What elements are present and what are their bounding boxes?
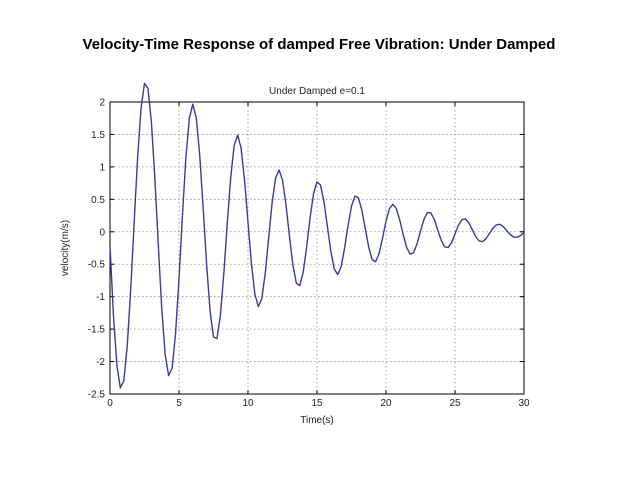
- x-tick-label: 15: [311, 398, 323, 409]
- x-tick-label: 30: [518, 398, 530, 409]
- chart-title: Under Damped e=0.1: [269, 86, 365, 97]
- series-line-velocity: [109, 82, 525, 389]
- y-tick-label: 1.5: [91, 130, 105, 141]
- y-tick-label: -1: [96, 292, 105, 303]
- x-tick-label: 5: [176, 398, 182, 409]
- y-tick-label: -0.5: [88, 260, 106, 271]
- tick-labels: 0 5 10 15 20 25 30 2 1.5 1 0.5 0 -0.5 -1 -1.5 -2 -2.5: [88, 98, 530, 410]
- x-axis-title: Time(s): [300, 415, 334, 426]
- slide-title: Velocity-Time Response of damped Free Vi…: [82, 36, 556, 53]
- tick-marks: [109, 101, 525, 395]
- y-tick-label: -2: [96, 357, 105, 368]
- y-tick-label: 0: [99, 227, 105, 238]
- y-axis-title: velocity(m/s): [60, 220, 71, 276]
- grid-lines: [110, 102, 524, 394]
- x-tick-label: 20: [380, 398, 392, 409]
- y-tick-label: -1.5: [88, 325, 106, 336]
- y-tick-label: -2.5: [88, 390, 106, 401]
- x-tick-label: 0: [107, 398, 113, 409]
- y-tick-label: 2: [99, 98, 105, 109]
- x-tick-label: 10: [242, 398, 254, 409]
- series-layer: [109, 82, 525, 389]
- y-tick-label: 0.5: [91, 195, 105, 206]
- x-tick-label: 25: [449, 398, 461, 409]
- y-tick-label: 1: [99, 162, 105, 173]
